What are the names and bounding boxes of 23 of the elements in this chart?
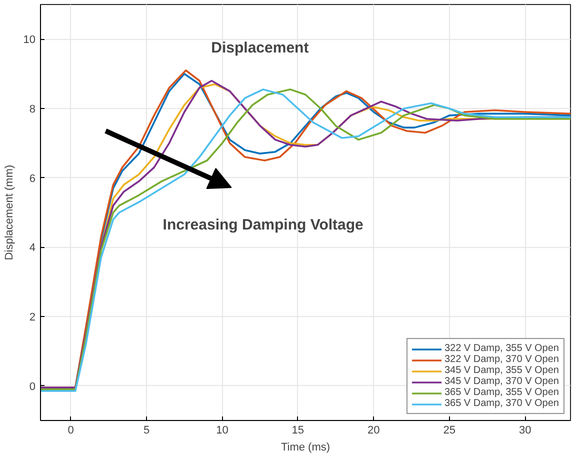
y-tick-label: 2 [29,312,36,324]
y-tick-label: 8 [29,104,36,116]
annotation: Displacement [211,40,309,57]
y-tick-label: 6 [29,172,36,185]
y-tick-label: 4 [29,242,36,254]
y-tick-label: 0 [29,380,36,393]
x-tick-label: 20 [368,424,380,436]
x-tick-label: 15 [292,424,304,436]
y-tick-label: 10 [23,34,36,46]
legend-label: 345 V Damp, 355 V Open [444,365,559,376]
x-tick-label: 10 [216,424,228,436]
legend-label: 322 V Damp, 370 V Open [444,354,559,365]
y-axis-title: Displacement (mm) [3,164,16,260]
x-tick-label: 30 [518,424,532,436]
x-axis-title: Time (ms) [280,442,330,454]
annotation: Increasing Damping Voltage [162,216,364,234]
legend-label: 365 V Damp, 370 V Open [444,398,559,409]
x-tick-label: 0 [68,424,74,436]
legend-label: 365 V Damp, 355 V Open [444,387,559,398]
x-tick-label: 5 [143,424,150,436]
legend-label: 322 V Damp, 355 V Open [444,343,559,354]
legend-label: 345 V Damp, 370 V Open [444,376,559,387]
x-tick-label: 25 [443,424,456,436]
